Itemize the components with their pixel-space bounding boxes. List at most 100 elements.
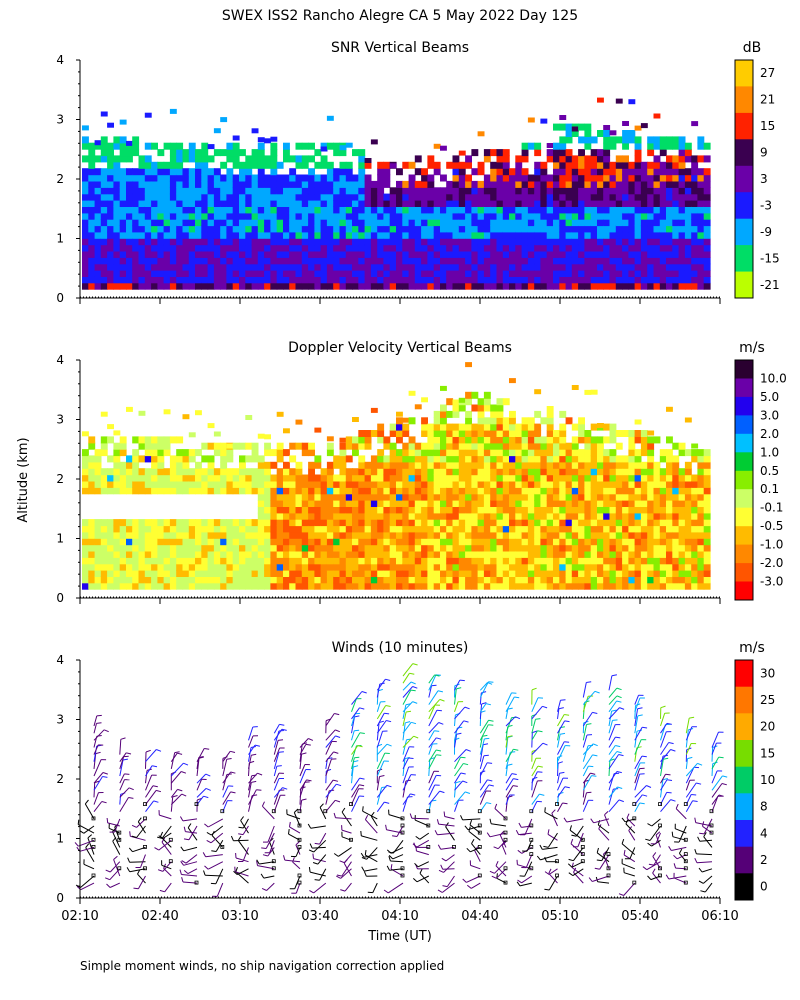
doppler-cell — [226, 538, 234, 546]
snr-cell — [88, 263, 96, 271]
doppler-cell — [239, 474, 246, 482]
snr-cell — [88, 187, 96, 195]
doppler-cell — [320, 512, 328, 520]
doppler-cell — [540, 506, 548, 514]
doppler-cell — [314, 576, 322, 584]
snr-cell — [521, 270, 529, 277]
doppler-cell — [320, 582, 328, 590]
snr-cell — [433, 238, 441, 246]
snr-cell — [396, 200, 403, 207]
doppler-cell — [82, 557, 89, 565]
doppler-cell — [502, 493, 510, 501]
doppler-cell — [452, 430, 460, 437]
snr-cell — [370, 180, 378, 188]
doppler-cell — [653, 563, 661, 571]
snr-cell — [301, 155, 309, 163]
snr-cell — [496, 180, 504, 188]
snr-cell — [207, 231, 215, 239]
doppler-cell — [628, 563, 636, 571]
doppler-cell — [383, 493, 391, 501]
snr-cell — [345, 200, 353, 207]
doppler-cell — [427, 531, 435, 539]
doppler-cell — [188, 519, 196, 527]
snr-cell — [82, 212, 89, 220]
snr-cell — [144, 231, 152, 239]
snr-cell — [320, 282, 328, 290]
doppler-cell — [446, 449, 454, 457]
snr-colorbar-swatch — [735, 218, 753, 246]
snr-cell — [684, 212, 692, 220]
snr-cell — [220, 225, 228, 233]
snr-cell — [163, 142, 171, 150]
doppler-cell — [490, 455, 498, 463]
snr-cell — [138, 225, 146, 233]
doppler-cell — [213, 544, 221, 552]
doppler-cell — [527, 442, 535, 450]
doppler-cell — [546, 544, 554, 552]
wind-barb — [158, 839, 172, 851]
doppler-cell — [584, 461, 592, 469]
snr-cell — [188, 276, 196, 284]
doppler-cell — [377, 582, 385, 590]
doppler-cell — [628, 500, 636, 507]
snr-cell — [408, 257, 416, 265]
doppler-cell — [559, 557, 567, 565]
doppler-cell — [207, 544, 215, 552]
snr-cell — [82, 142, 89, 150]
doppler-cell — [276, 512, 284, 520]
doppler-cell — [245, 519, 253, 527]
doppler-cell — [440, 563, 447, 571]
snr-cell — [427, 250, 435, 258]
snr-cell — [389, 244, 397, 252]
snr-cell — [88, 206, 96, 214]
doppler-cell — [465, 557, 472, 565]
doppler-cell — [138, 582, 146, 590]
snr-cell — [320, 250, 328, 258]
snr-cell — [565, 276, 573, 284]
doppler-cell — [188, 525, 196, 533]
snr-cell — [559, 238, 567, 246]
doppler-cell — [245, 538, 253, 546]
snr-cell — [666, 238, 673, 246]
snr-cell — [477, 238, 485, 246]
doppler-colorbar-label: 2.0 — [760, 427, 779, 441]
doppler-colorbar-label: -3.0 — [760, 575, 783, 589]
doppler-cell — [433, 487, 441, 495]
snr-cell — [239, 206, 246, 214]
doppler-cell — [364, 480, 372, 488]
doppler-cell — [527, 557, 535, 565]
snr-cell — [301, 206, 309, 214]
snr-cell — [647, 263, 655, 271]
doppler-cell — [496, 531, 504, 539]
snr-cell — [440, 145, 447, 151]
doppler-cell — [578, 480, 585, 488]
snr-cell — [364, 206, 372, 214]
snr-cell — [364, 158, 372, 163]
wind-barb — [170, 789, 178, 798]
doppler-cell — [427, 423, 435, 431]
wind-barb — [222, 751, 231, 762]
snr-cell — [653, 231, 661, 239]
snr-cell — [609, 136, 617, 144]
doppler-cell — [408, 474, 416, 482]
doppler-cell — [220, 525, 228, 533]
doppler-cell — [634, 436, 642, 444]
snr-cell — [283, 149, 290, 157]
doppler-cell — [565, 525, 573, 533]
snr-cell — [421, 225, 428, 233]
snr-cell — [220, 257, 228, 265]
snr-cell — [358, 168, 366, 176]
snr-cell — [659, 282, 667, 290]
doppler-cell — [584, 519, 592, 527]
doppler-cell — [421, 506, 428, 514]
doppler-cell — [647, 582, 655, 590]
snr-cell — [678, 225, 686, 233]
doppler-cell — [622, 455, 629, 463]
doppler-cell — [201, 468, 209, 476]
doppler-cell — [257, 474, 265, 482]
wind-barb-feather — [261, 801, 265, 807]
x-axis-label: Time (UT) — [367, 929, 432, 944]
doppler-cell — [666, 550, 673, 558]
doppler-cell — [226, 550, 234, 558]
doppler-y-tick-label: 4 — [56, 353, 64, 367]
